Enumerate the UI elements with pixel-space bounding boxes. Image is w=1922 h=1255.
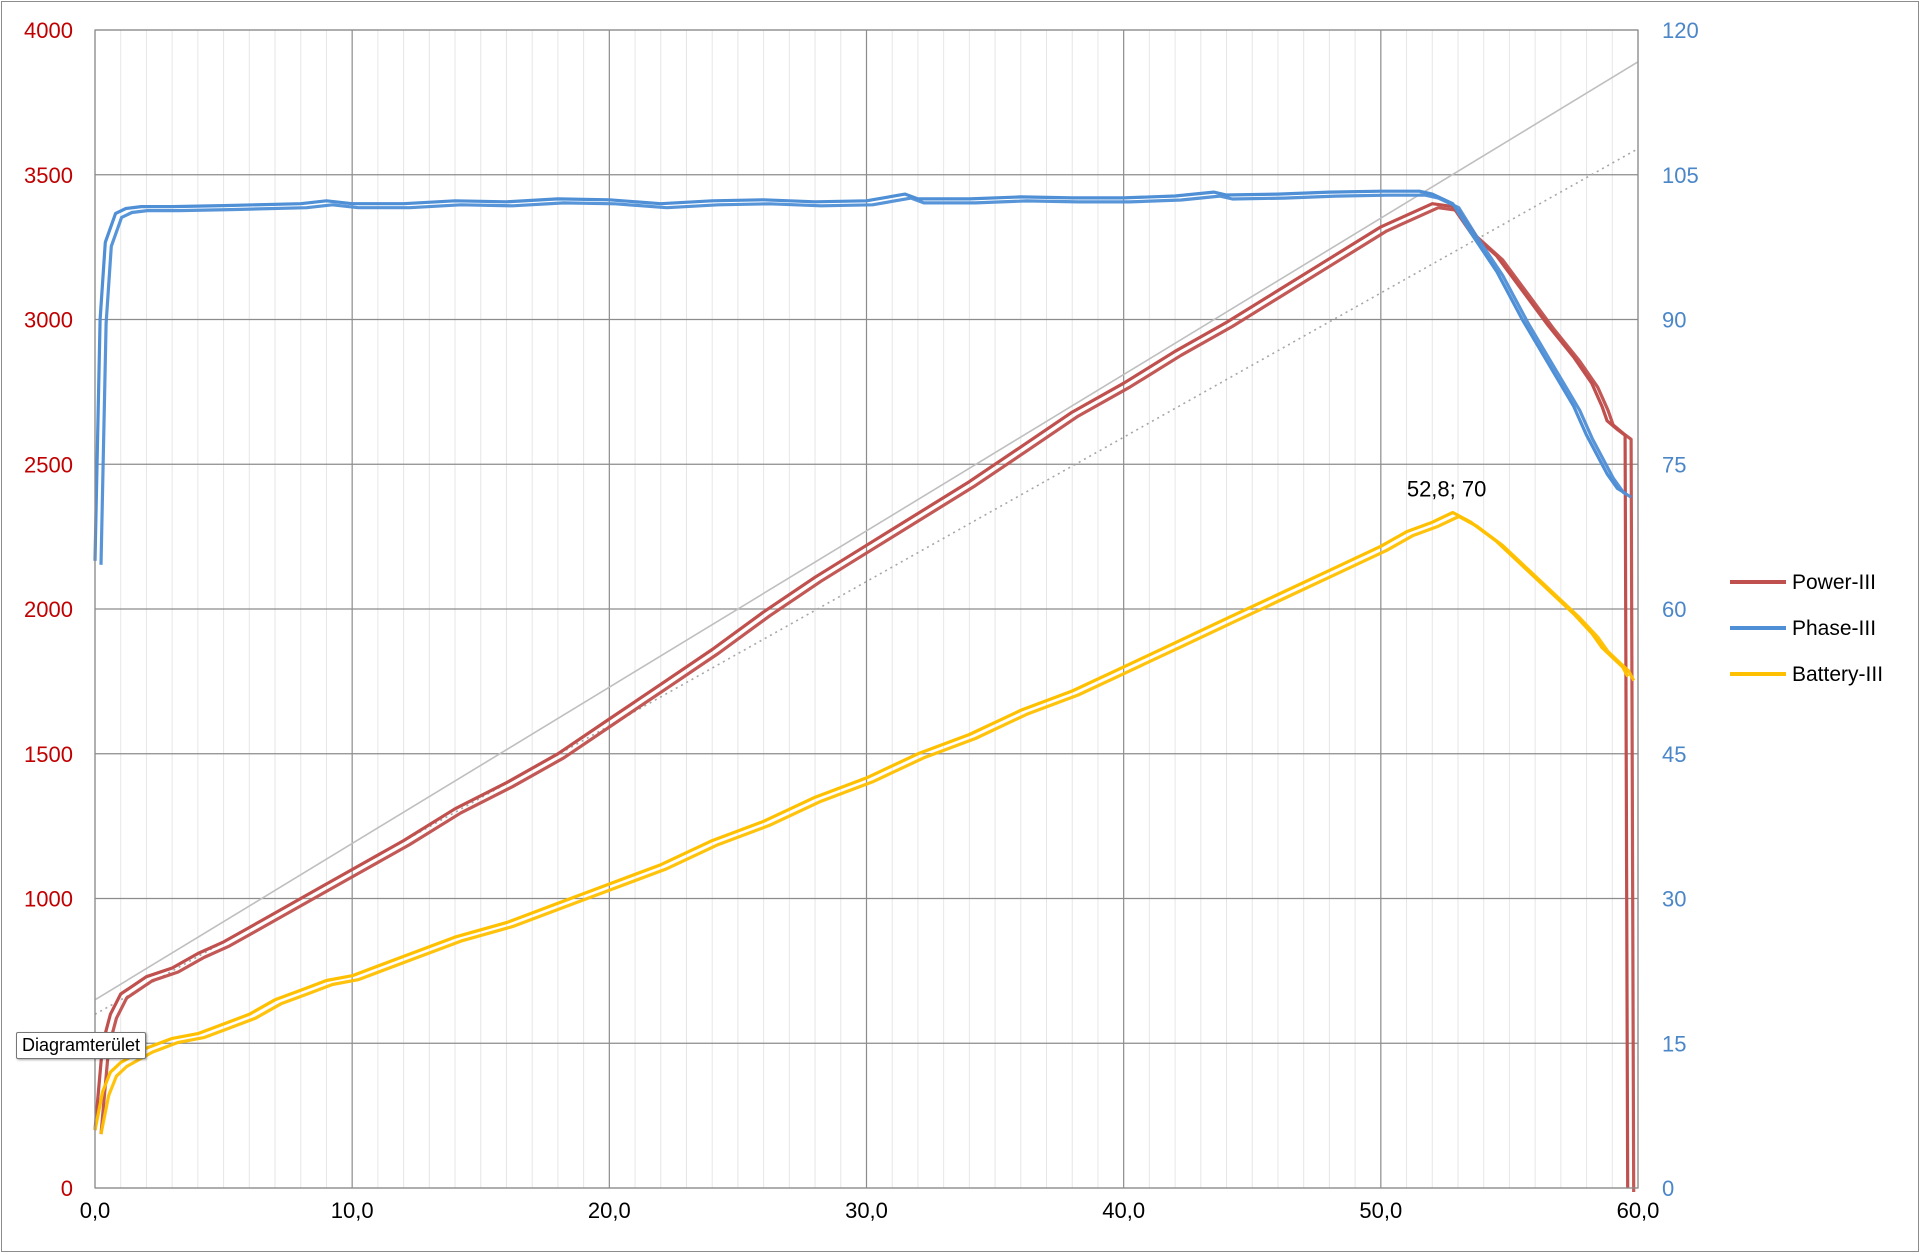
- y-left-tick-label: 2500: [24, 452, 73, 477]
- y-left-tick-label: 4000: [24, 18, 73, 43]
- series-line-power-iii-trace-b: [99, 206, 1636, 1193]
- y-right-tick-label: 30: [1662, 887, 1686, 912]
- legend[interactable]: Power-III Phase-III Battery-III: [1730, 571, 1883, 686]
- x-tick-label: 60,0: [1617, 1198, 1660, 1223]
- y-left-tick-label: 0: [61, 1176, 73, 1201]
- y-right-tick-label: 60: [1662, 597, 1686, 622]
- y-right-tick-label: 75: [1662, 452, 1686, 477]
- series-line-power-iii: [93, 202, 1630, 1189]
- series-line-phase-iii: [93, 189, 1626, 561]
- y-right-tick-label: 105: [1662, 163, 1699, 188]
- series-lines: [93, 189, 1636, 1193]
- x-tick-label: 20,0: [588, 1198, 631, 1223]
- trend-line-solid: [94, 61, 1639, 1001]
- y-right-tick-label: 45: [1662, 742, 1686, 767]
- plot-border: [94, 29, 1639, 1189]
- y-right-tick-label: 15: [1662, 1031, 1686, 1056]
- axes: [94, 29, 1639, 1189]
- x-tick-label: 30,0: [845, 1198, 888, 1223]
- tick-labels: 0,010,020,030,040,050,060,00500100015002…: [24, 18, 1699, 1223]
- y-left-tick-label: 2000: [24, 597, 73, 622]
- y-right-tick-label: 120: [1662, 18, 1699, 43]
- x-tick-label: 50,0: [1359, 1198, 1402, 1223]
- legend-label-phase-iii: Phase-III: [1792, 617, 1876, 640]
- series-line-phase-iii-trace-b: [99, 193, 1632, 565]
- legend-label-battery-iii: Battery-III: [1792, 663, 1883, 686]
- y-left-tick-label: 3500: [24, 163, 73, 188]
- x-tick-label: 0,0: [80, 1198, 111, 1223]
- y-right-tick-label: 0: [1662, 1176, 1674, 1201]
- annotations: 52,8; 70: [1407, 477, 1487, 502]
- y-left-tick-label: 3000: [24, 308, 73, 333]
- series-line-battery-iii: [93, 510, 1630, 1131]
- x-tick-label: 40,0: [1102, 1198, 1145, 1223]
- x-tick-label: 10,0: [331, 1198, 374, 1223]
- y-left-tick-label: 1500: [24, 742, 73, 767]
- y-left-tick-label: 1000: [24, 887, 73, 912]
- legend-label-power-iii: Power-III: [1792, 571, 1876, 594]
- y-right-tick-label: 90: [1662, 308, 1686, 333]
- data-label: 52,8; 70: [1407, 477, 1487, 502]
- chart-area-tooltip: Diagramterület: [16, 1032, 147, 1059]
